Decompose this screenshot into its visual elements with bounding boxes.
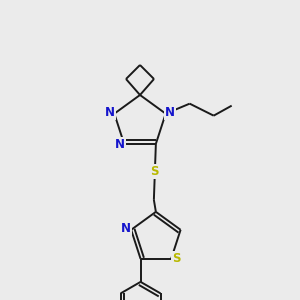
Text: N: N xyxy=(121,222,131,235)
Text: S: S xyxy=(172,252,180,266)
Text: N: N xyxy=(105,106,115,119)
Text: N: N xyxy=(115,138,125,151)
Text: S: S xyxy=(151,165,159,178)
Text: N: N xyxy=(165,106,175,119)
